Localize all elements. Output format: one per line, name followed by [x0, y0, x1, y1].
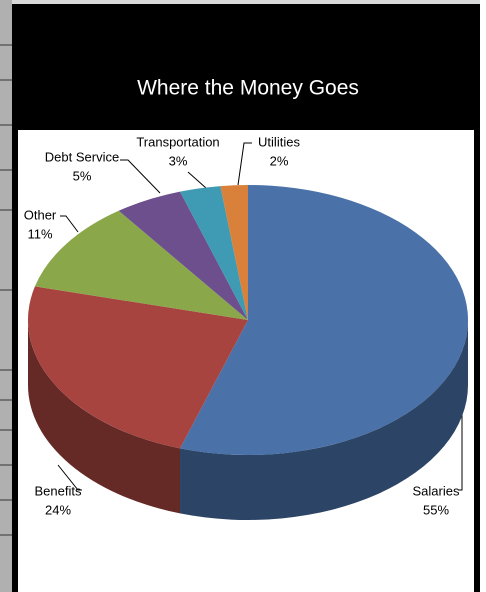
value-label: 11% [27, 226, 52, 241]
slice-label: Transportation [136, 134, 219, 149]
value-label: 24% [45, 502, 71, 517]
slice-side [28, 320, 181, 514]
chart-title: Where the Money Goes [137, 77, 359, 100]
top-strip [12, 0, 480, 4]
slice [34, 210, 248, 320]
value-label: 2% [270, 153, 289, 168]
slice [180, 186, 248, 320]
slice [220, 185, 248, 320]
value-label: 5% [73, 168, 92, 183]
slice-label: Benefits [35, 483, 82, 498]
slice [28, 286, 249, 449]
slice-label: Other [24, 207, 57, 222]
slice-label: Utilities [258, 134, 300, 149]
value-label: 55% [423, 502, 449, 517]
side-table-lines [0, 44, 12, 536]
slice-label: Debt Service [45, 149, 119, 164]
slice-side [180, 320, 468, 520]
slice-label: Salaries [413, 483, 460, 498]
slice [118, 191, 248, 320]
leader-lines [57, 142, 463, 491]
slice [180, 185, 468, 456]
side-table [0, 0, 12, 592]
value-label: 3% [169, 153, 188, 168]
